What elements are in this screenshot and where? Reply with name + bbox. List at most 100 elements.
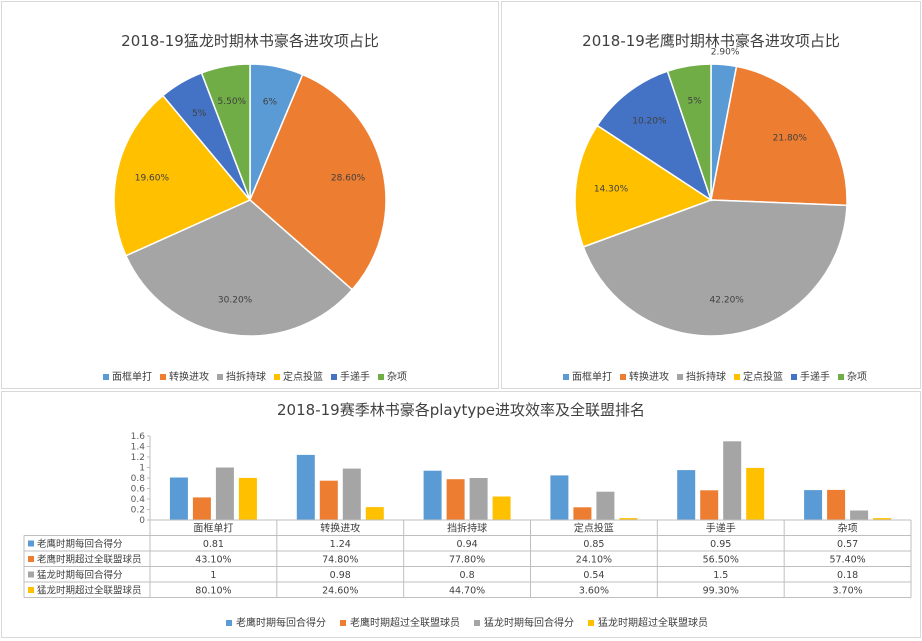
pie-slice (582, 199, 848, 337)
bar (573, 507, 592, 520)
legend-label: 手递手 (800, 370, 830, 383)
table-cell: 77.80% (449, 555, 485, 566)
table-cell: 74.80% (322, 555, 358, 566)
table-cell: 24.10% (576, 555, 612, 566)
bar (700, 490, 719, 520)
pie-slice (124, 199, 354, 337)
bar (296, 454, 315, 520)
legend-swatch (274, 374, 280, 380)
pie-data-label: 5% (192, 109, 207, 119)
legend-label: 定点投篮 (743, 370, 783, 383)
pie-data-label: 2.90% (711, 48, 740, 58)
pie-slice (113, 94, 252, 257)
table-series-name: 猛龙时期每回合得分 (37, 569, 123, 581)
pie-slice (200, 63, 251, 201)
table-series-swatch (28, 556, 34, 562)
legend-swatch (563, 374, 569, 380)
table-cell: 0.98 (330, 570, 351, 581)
legend-label: 老鹰时期超过全联盟球员 (350, 616, 460, 629)
bar (850, 510, 869, 520)
bar (596, 491, 615, 520)
bar (746, 467, 765, 520)
y-tick-label: 1.4 (131, 443, 146, 453)
table-cell: 57.40% (829, 555, 865, 566)
table-series-name: 猛龙时期超过全联盟球员 (37, 585, 142, 597)
bar-chart-efficiency-panel: 2018-19赛季林书豪各playtype进攻效率及全联盟排名 0 0.2 0.4 0.… (1, 391, 921, 638)
legend-swatch (588, 620, 594, 626)
legend-label: 杂项 (387, 371, 407, 383)
pie-chart-raptors: 2018-19猛龙时期林书豪各进攻项占比 6% 28.60% 30.20% 19.60%… (103, 32, 407, 383)
legend-swatch (791, 374, 797, 380)
legend-swatch (226, 620, 232, 626)
bar (550, 475, 569, 520)
table-series-name: 老鹰时期超过全联盟球员 (37, 554, 142, 566)
pie-data-label: 30.20% (218, 296, 253, 306)
category-label: 转换进攻 (320, 522, 360, 535)
pie-data-label: 10.20% (632, 116, 667, 126)
y-tick-label: 1.2 (131, 453, 145, 463)
bar (873, 518, 892, 520)
bar (169, 477, 188, 520)
table-series-swatch (28, 540, 34, 547)
table-cell: 1.5 (713, 570, 728, 581)
bar (619, 518, 638, 520)
pie-slice (249, 73, 387, 291)
pie-slice (710, 65, 848, 207)
pie-data-label: 14.30% (594, 185, 629, 195)
chart-title: 2018-19猛龙时期林书豪各进攻项占比 (121, 32, 379, 50)
table-cell: 0.57 (837, 539, 858, 550)
legend-swatch (734, 374, 740, 380)
legend-label: 手递手 (340, 370, 370, 383)
table-cell: 0.54 (583, 570, 604, 581)
table-cell: 0.81 (203, 539, 224, 550)
y-tick-label: 1 (139, 464, 145, 474)
table-cell: 43.10% (195, 555, 231, 566)
chart-title: 2018-19赛季林书豪各playtype进攻效率及全联盟排名 (277, 401, 645, 419)
chart-title: 2018-19老鹰时期林书豪各进攻项占比 (582, 32, 840, 50)
pie-data-label: 42.20% (710, 295, 745, 305)
category-label: 定点投篮 (574, 522, 614, 535)
bar (469, 478, 488, 520)
pie-chart-raptors-panel: 2018-19猛龙时期林书豪各进攻项占比 6% 28.60% 30.20% 19.60%… (1, 1, 499, 389)
category-label: 面框单打 (193, 522, 233, 535)
bar (238, 477, 257, 520)
category-label: 手递手 (706, 522, 736, 535)
y-tick-label: 0 (139, 516, 145, 526)
table-cell: 99.30% (703, 586, 739, 597)
pie-data-label: 5.50% (218, 97, 247, 107)
table-cell: 80.10% (195, 586, 231, 597)
legend-label: 面框单打 (572, 370, 612, 383)
legend-label: 转换进攻 (169, 370, 209, 383)
bar (723, 441, 742, 521)
pie-slice (574, 124, 713, 248)
legend-swatch (340, 620, 346, 626)
legend-label: 猛龙时期每回合得分 (484, 616, 574, 629)
bar (446, 479, 465, 520)
legend-swatch (620, 374, 626, 380)
legend-swatch (103, 374, 109, 380)
legend-label: 猛龙时期超过全联盟球员 (598, 616, 708, 629)
pie-data-label: 6% (263, 97, 278, 107)
legend-label: 老鹰时期每回合得分 (236, 616, 326, 629)
bar (804, 490, 823, 520)
category-label: 挡拆持球 (447, 522, 487, 535)
legend-swatch (474, 620, 480, 626)
table-cell: 3.60% (579, 586, 609, 597)
y-tick-label: 0.2 (131, 506, 145, 516)
bar (492, 496, 511, 520)
bar (342, 468, 361, 520)
table-cell: 44.70% (449, 586, 485, 597)
y-tick-label: 0.6 (131, 485, 146, 495)
y-tick-label: 1.6 (131, 432, 146, 442)
legend-label: 挡拆持球 (686, 370, 726, 383)
pie-data-label: 5% (688, 97, 703, 107)
bar (365, 507, 384, 520)
legend-swatch (331, 374, 337, 380)
legend-label: 定点投篮 (283, 370, 323, 383)
legend-swatch (838, 374, 844, 380)
table-cell: 1.24 (330, 539, 351, 550)
legend-swatch (160, 374, 166, 380)
pie-slice (596, 70, 713, 202)
bar (827, 489, 846, 520)
